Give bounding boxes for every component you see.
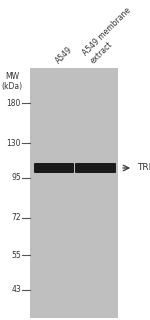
- Text: 130: 130: [6, 139, 21, 148]
- Text: 72: 72: [11, 213, 21, 222]
- Text: A549 membrane
extract: A549 membrane extract: [81, 6, 140, 65]
- Bar: [30, 68, 118, 318]
- Text: A549: A549: [54, 44, 74, 65]
- FancyBboxPatch shape: [75, 163, 116, 173]
- Text: 55: 55: [11, 251, 21, 260]
- Text: 95: 95: [11, 173, 21, 182]
- Text: TRPC6: TRPC6: [137, 164, 150, 172]
- Text: 43: 43: [11, 285, 21, 294]
- FancyBboxPatch shape: [34, 163, 74, 173]
- Text: 180: 180: [7, 99, 21, 108]
- Text: MW
(kDa): MW (kDa): [2, 72, 22, 92]
